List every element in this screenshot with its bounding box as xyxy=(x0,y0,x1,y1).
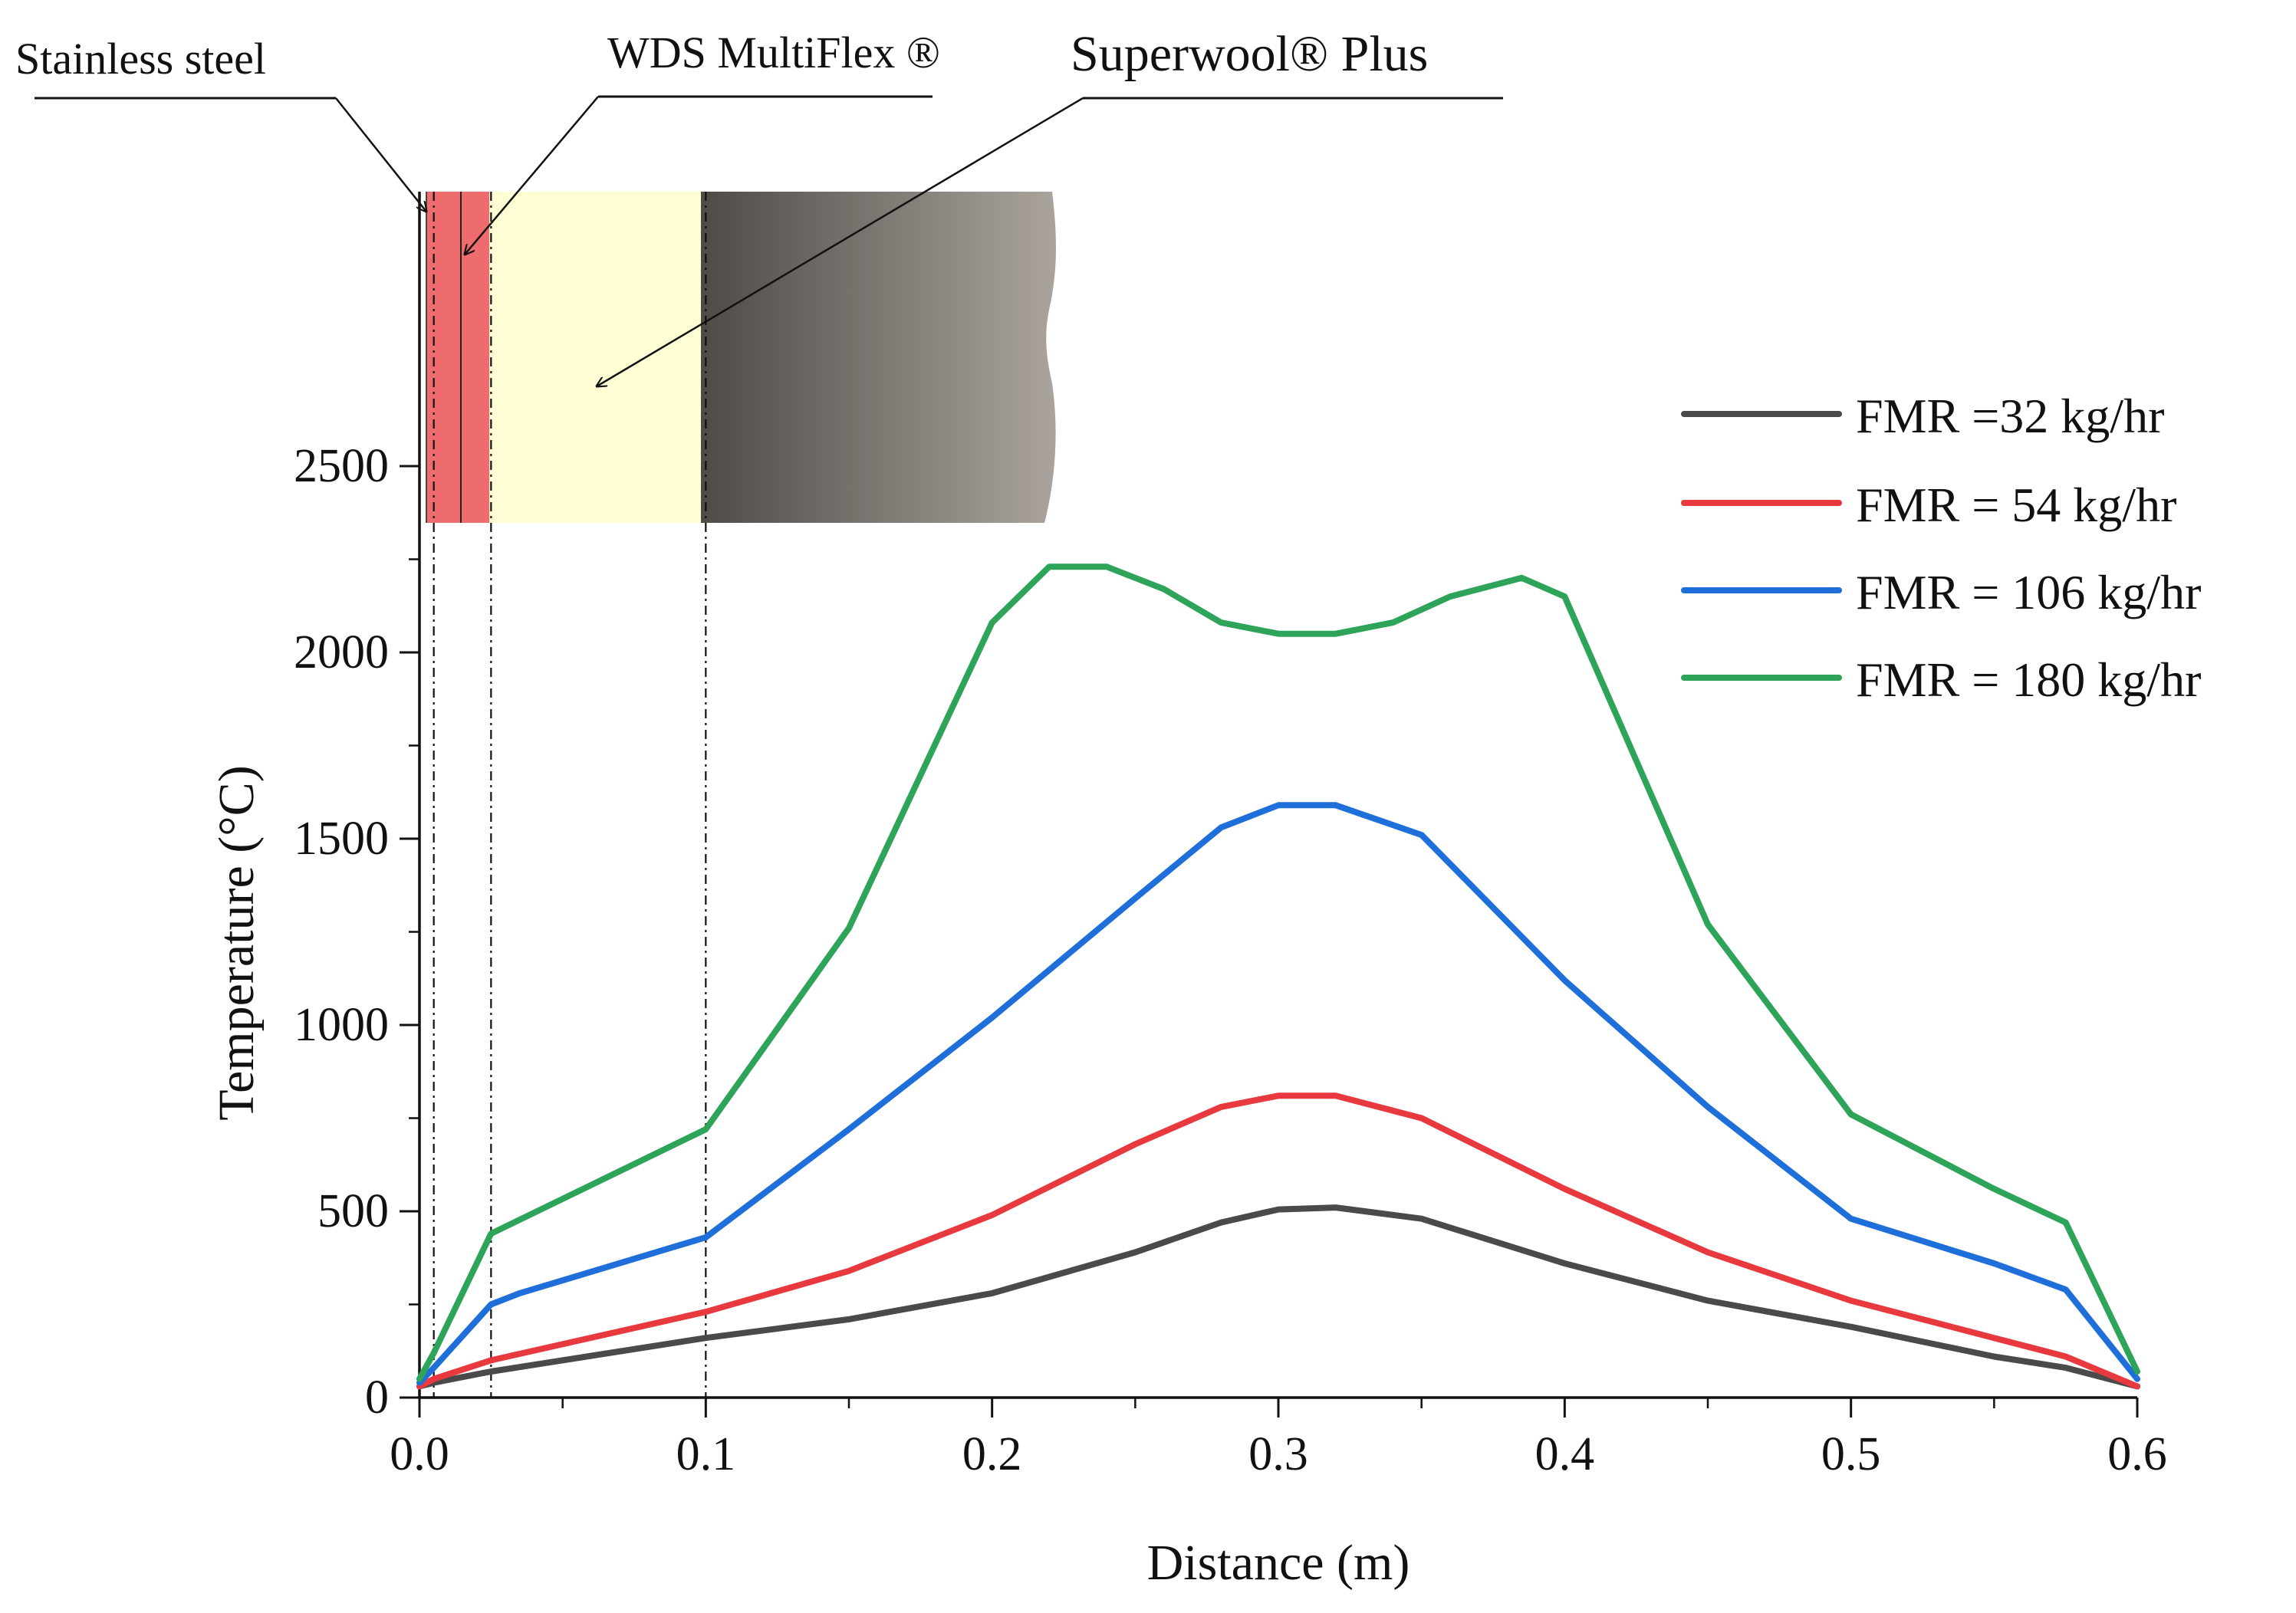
y-tick-label: 2000 xyxy=(294,626,389,678)
legend-label-3: FMR = 106 kg/hr xyxy=(1856,565,2201,619)
x-tick-label: 0.5 xyxy=(1821,1428,1881,1480)
y-axis-label: Temperature (°C) xyxy=(209,765,265,1120)
x-tick-label: 0.2 xyxy=(962,1428,1022,1480)
stainless-steel-label: Stainless steel xyxy=(15,34,266,84)
legend-label-1: FMR =32 kg/hr xyxy=(1856,389,2164,443)
wds-multiflex-arrow xyxy=(465,96,599,255)
layer-boundaries xyxy=(433,192,707,1398)
series-line-2 xyxy=(416,1092,2140,1390)
y-tick-label: 1500 xyxy=(294,813,389,865)
y-tick-label: 1000 xyxy=(294,999,389,1051)
x-tick-label: 0.3 xyxy=(1248,1428,1308,1480)
wds-multiflex-label: WDS MultiFlex ® xyxy=(607,28,940,77)
superwool-arrow xyxy=(597,97,1084,386)
x-axis-label: Distance (m) xyxy=(1147,1535,1410,1591)
y-tick-label: 2500 xyxy=(294,440,389,492)
y-tick-label: 0 xyxy=(365,1372,389,1424)
x-tick-label: 0.4 xyxy=(1535,1428,1595,1480)
stainless-steel-arrow xyxy=(335,97,426,212)
y-tick-label: 500 xyxy=(317,1185,389,1237)
legend-label-4: FMR = 180 kg/hr xyxy=(1856,652,2201,707)
superwool-label: Superwool® Plus xyxy=(1071,26,1428,82)
superwool-layer xyxy=(489,192,701,523)
series-lines xyxy=(416,563,2140,1390)
hot-gas-region xyxy=(701,192,1056,523)
x-tick-label: 0.1 xyxy=(676,1428,736,1480)
series-line-1 xyxy=(416,1204,2140,1390)
layer-labels: Stainless steel WDS MultiFlex ® Superwoo… xyxy=(15,26,1503,386)
x-tick-label: 0.6 xyxy=(2107,1428,2167,1480)
y-ticks: 0 500 1000 1500 2000 2500 xyxy=(294,440,419,1424)
legend-label-2: FMR = 54 kg/hr xyxy=(1856,478,2176,532)
wall-schematic xyxy=(426,192,1056,523)
series-line-4 xyxy=(416,563,2140,1382)
stainless-steel-layer xyxy=(426,192,433,523)
series-line-3 xyxy=(416,802,2140,1386)
x-ticks: 0.0 0.1 0.2 0.3 0.4 0.5 0.6 xyxy=(390,1398,2167,1480)
legend: FMR =32 kg/hr FMR = 54 kg/hr FMR = 106 kg/… xyxy=(1681,389,2201,707)
x-tick-label: 0.0 xyxy=(390,1428,449,1480)
